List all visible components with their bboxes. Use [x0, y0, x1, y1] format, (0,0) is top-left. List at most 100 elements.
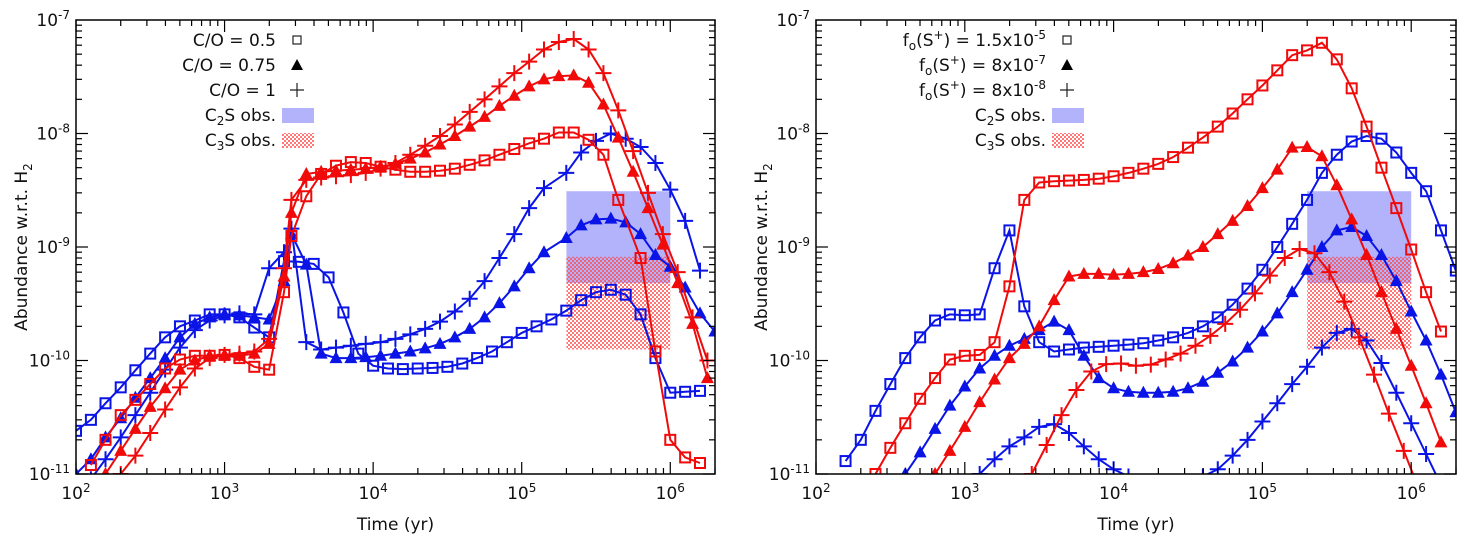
data-point-plus	[1239, 431, 1256, 448]
data-point-plus	[298, 334, 315, 351]
data-point-square	[248, 360, 261, 373]
data-point-plus	[1068, 381, 1085, 398]
data-point-square	[515, 326, 528, 339]
data-point-plus	[357, 164, 374, 181]
legend-item: C/O = 0.5	[193, 31, 302, 51]
data-point-plus	[97, 451, 114, 468]
data-point-square	[478, 154, 491, 167]
series-c2s-plus	[89, 125, 708, 474]
data-point-square	[545, 313, 558, 326]
data-point-triangle	[1151, 261, 1165, 274]
data-point-plus	[1366, 366, 1383, 383]
data-point-triangle	[1092, 266, 1106, 279]
y-tick-label: 10-10	[769, 349, 810, 372]
data-point-plus	[521, 200, 538, 217]
data-point-plus	[1403, 415, 1420, 432]
data-point-square	[1062, 174, 1075, 187]
data-point-square	[1315, 166, 1328, 179]
legend-label: C3S obs.	[975, 131, 1046, 153]
data-point-triangle	[284, 205, 298, 218]
data-point-square	[99, 397, 112, 410]
data-point-plus	[1232, 301, 1249, 318]
data-point-plus	[1321, 264, 1338, 281]
data-point-square	[1301, 44, 1314, 57]
x-tick-label: 105	[1248, 481, 1277, 504]
data-point-square	[1137, 337, 1150, 350]
data-point-triangle	[1121, 266, 1135, 279]
y-tick-label: 10-11	[769, 462, 810, 485]
data-point-square	[693, 384, 706, 397]
legend-item: C2S obs.	[975, 106, 1084, 128]
series-c2s-square	[839, 130, 1456, 468]
data-point-plus	[506, 226, 523, 243]
data-point-plus	[127, 447, 144, 464]
data-point-plus	[1351, 329, 1368, 346]
y-tick-label: 10-7	[36, 8, 70, 31]
legend-label: C2S obs.	[975, 106, 1046, 128]
data-point-plus	[1433, 477, 1449, 493]
y-tick-label: 10-7	[776, 8, 810, 31]
data-point-triangle	[99, 430, 113, 443]
data-point-square	[1226, 107, 1239, 120]
data-point-triangle	[1285, 285, 1299, 298]
data-point-plus	[372, 334, 389, 351]
data-point-plus	[1291, 241, 1308, 258]
series-c2s-triangle	[76, 211, 715, 474]
data-point-plus	[1395, 442, 1412, 459]
data-point-triangle	[596, 97, 610, 110]
data-point-triangle	[522, 79, 536, 92]
data-point-triangle	[478, 109, 492, 122]
data-point-square	[1301, 193, 1314, 206]
data-point-plus	[461, 290, 478, 307]
data-point-triangle	[1062, 269, 1076, 282]
data-point-triangle	[943, 398, 957, 411]
data-point-square	[248, 321, 261, 334]
data-point-plus	[1202, 327, 1219, 344]
data-point-square	[114, 409, 127, 422]
data-point-square	[433, 164, 446, 177]
data-point-square	[597, 148, 610, 161]
legend-plus-icon	[1060, 83, 1074, 97]
data-point-square	[582, 133, 595, 146]
data-point-square	[1033, 336, 1046, 349]
legend-c3s-swatch	[282, 133, 314, 148]
data-point-square	[1003, 224, 1016, 237]
data-point-plus	[313, 341, 330, 358]
data-point-triangle	[403, 344, 417, 357]
data-point-plus	[127, 407, 144, 424]
data-point-triangle	[418, 341, 432, 354]
legend-label: C/O = 1	[209, 81, 276, 101]
data-point-plus	[625, 143, 642, 160]
data-point-triangle	[101, 467, 110, 474]
data-point-square	[1077, 173, 1090, 186]
data-point-square	[988, 262, 1001, 275]
data-point-plus	[684, 309, 701, 326]
data-point-square	[84, 459, 97, 472]
data-point-square	[619, 288, 632, 301]
data-point-triangle	[708, 324, 715, 337]
data-point-plus	[662, 181, 679, 198]
data-point-triangle	[1107, 381, 1121, 394]
data-point-triangle	[1226, 213, 1240, 226]
data-point-triangle	[1121, 384, 1135, 397]
data-point-plus	[1328, 324, 1345, 341]
data-point-plus	[283, 191, 300, 208]
data-point-triangle	[478, 310, 492, 323]
data-point-square	[899, 417, 912, 430]
data-point-square	[1048, 175, 1061, 188]
data-point-plus	[1142, 356, 1159, 373]
data-point-plus	[1418, 446, 1435, 463]
data-point-plus	[1224, 447, 1241, 464]
data-point-square	[1211, 311, 1224, 324]
data-point-plus	[1336, 293, 1353, 310]
data-point-square	[337, 306, 350, 319]
data-point-triangle	[1002, 338, 1016, 351]
data-point-square	[604, 283, 617, 296]
data-point-plus	[476, 273, 493, 290]
c3s-observation-box	[566, 256, 671, 350]
data-point-plus	[402, 146, 419, 163]
data-point-triangle	[1419, 396, 1433, 409]
data-point-triangle	[1300, 140, 1314, 153]
data-point-square	[404, 165, 417, 178]
series-line	[844, 134, 1456, 462]
